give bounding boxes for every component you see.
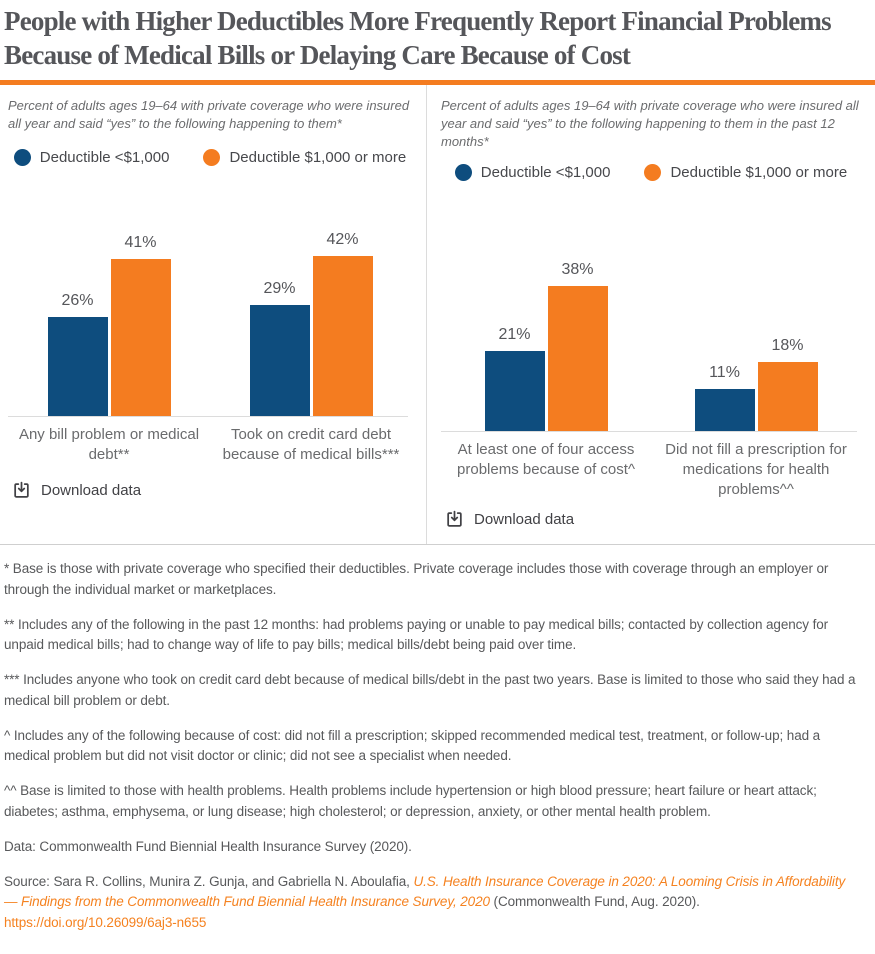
bar-value-label: 42% (326, 231, 359, 248)
legend-dot (13, 149, 31, 166)
data-line: Data: Commonwealth Fund Biennial Health … (4, 838, 412, 854)
bar-group: 26% 41% Any bill problem or medical debt** (8, 206, 210, 471)
chart-subtitle: Percent of adults ages 19–64 with privat… (441, 98, 859, 150)
source-suffix: (Commonwealth Fund, Aug. 2020). (489, 894, 700, 910)
bar-groups: 26% 41% Any bill problem or medical debt**… (8, 206, 412, 471)
bar-chart: 26% 41% Any bill problem or medical debt**… (8, 206, 412, 471)
bar-deductible-1000-or-more: 41% (110, 234, 171, 416)
bar-deductible-1000-or-more: 18% (757, 337, 818, 431)
charts-container: Percent of adults ages 19–64 with privat… (0, 85, 875, 545)
bar-value-label: 26% (61, 292, 94, 309)
legend-item: Deductible <$1,000 (454, 163, 611, 181)
x-axis-baseline (441, 430, 857, 432)
source-doi-link[interactable]: https://doi.org/10.26099/6aj3-n655 (4, 914, 207, 930)
download-data-button[interactable]: Download data (441, 510, 574, 529)
legend-item: Deductible <$1,000 (13, 149, 170, 166)
download-data-label: Download data (41, 482, 142, 499)
bar-deductible-1000-or-more: 38% (547, 261, 608, 431)
download-tray-icon (12, 481, 31, 500)
bar-value-label: 18% (771, 336, 804, 354)
chart-legend: Deductible <$1,000 Deductible $1,000 or m… (8, 149, 412, 166)
source-line: Source: Sara R. Collins, Munira Z. Gunja… (4, 872, 861, 933)
bar-value-label: 21% (498, 325, 531, 343)
footnote-credit-card-debt: *** Includes anyone who took on credit c… (4, 672, 856, 708)
footnote-access-problems: ^ Includes any of the following because … (4, 727, 821, 764)
legend-dot (454, 163, 472, 181)
x-axis-baseline (8, 416, 408, 417)
bar-group: 21% 38% At least one of four access proble… (441, 221, 651, 501)
footnote-bill-problems: ** Includes any of the following in the … (4, 616, 829, 653)
chart-legend: Deductible <$1,000 Deductible $1,000 or m… (441, 163, 861, 181)
bar-deductible-under-1000: 29% (249, 280, 310, 416)
category-label: Took on credit card debt because of medi… (222, 426, 400, 464)
download-data-label: Download data (474, 511, 575, 529)
legend-dot (644, 163, 662, 181)
bar-pair: 21% 38% (484, 221, 608, 431)
chart-panel-access-problems: Percent of adults ages 19–64 with privat… (427, 85, 875, 544)
bar-group: 29% 42% Took on credit card debt because o… (210, 206, 412, 471)
chart-panel-financial-problems: Percent of adults ages 19–64 with privat… (0, 85, 427, 545)
bar-pair: 29% 42% (249, 206, 373, 416)
legend-item: Deductible $1,000 or more (203, 149, 406, 166)
bar-deductible-under-1000: 21% (484, 326, 545, 431)
bar-value-label: 41% (124, 234, 157, 251)
category-label: Any bill problem or medical debt** (18, 426, 200, 464)
source-prefix: Source: Sara R. Collins, Munira Z. Gunja… (4, 874, 414, 890)
accent-rule (0, 80, 875, 85)
bar-value-label: 11% (709, 363, 740, 381)
bar-pair: 26% 41% (47, 206, 171, 416)
bar-deductible-under-1000: 11% (694, 364, 755, 431)
footnotes-section: * Base is those with private coverage wh… (0, 545, 875, 954)
legend-label: Deductible <$1,000 (39, 149, 170, 166)
bar-group: 11% 18% Did not fill a prescription for me… (651, 221, 861, 501)
bar-deductible-under-1000: 26% (47, 292, 108, 416)
legend-label: Deductible $1,000 or more (229, 149, 407, 166)
category-label: At least one of four access problems bec… (457, 440, 635, 478)
bar-groups: 21% 38% At least one of four access proble… (441, 221, 861, 501)
footnote-health-problems: ^^ Base is limited to those with health … (4, 783, 817, 819)
legend-item: Deductible $1,000 or more (644, 163, 848, 181)
legend-label: Deductible $1,000 or more (670, 163, 848, 181)
bar-value-label: 38% (561, 260, 594, 278)
footnotes-divider (0, 544, 875, 546)
footnote-base: * Base is those with private coverage wh… (4, 561, 829, 597)
download-tray-icon (445, 510, 464, 529)
download-data-button[interactable]: Download data (8, 481, 141, 500)
category-label: Did not fill a prescription for medicati… (665, 440, 847, 499)
bar-deductible-1000-or-more: 42% (312, 231, 373, 416)
legend-label: Deductible <$1,000 (480, 163, 611, 181)
bar-pair: 11% 18% (694, 221, 818, 431)
page-title: People with Higher Deductibles More Freq… (4, 6, 832, 70)
chart-subtitle: Percent of adults ages 19–64 with privat… (8, 98, 410, 132)
bar-chart: 21% 38% At least one of four access proble… (441, 221, 861, 501)
bar-value-label: 29% (263, 280, 296, 297)
legend-dot (203, 149, 221, 166)
